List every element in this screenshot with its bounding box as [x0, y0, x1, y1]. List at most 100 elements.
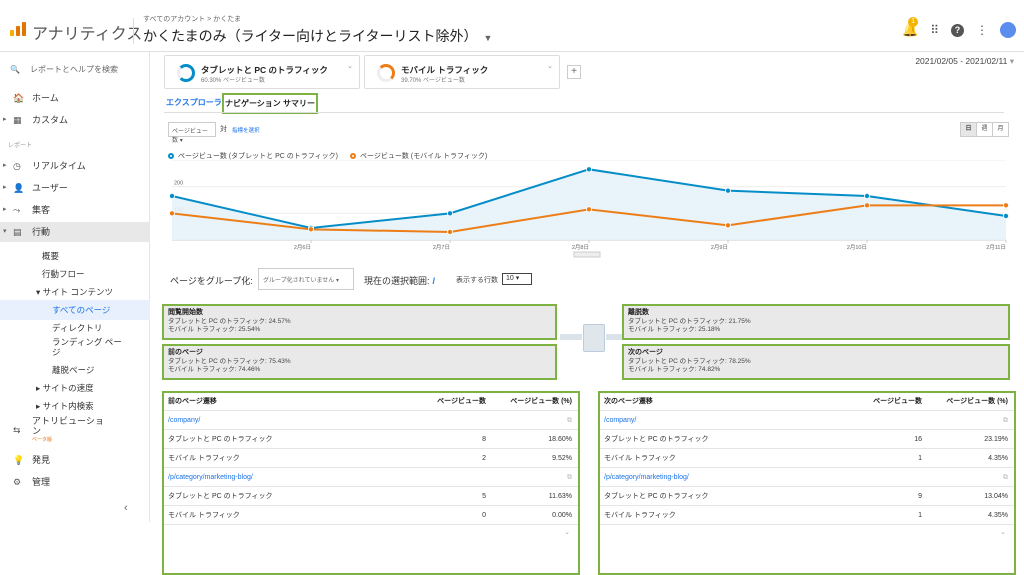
data-point: [864, 202, 871, 209]
sidebar-item-site-speed[interactable]: ▸ サイトの速度: [36, 382, 94, 394]
metric-line: モバイル トラフィック: 74.82%: [628, 366, 721, 373]
page-link[interactable]: /p/category/marketing-blog/: [168, 474, 253, 481]
page-link[interactable]: /company/: [604, 417, 637, 424]
active-section-highlight: [0, 222, 150, 242]
column-header[interactable]: ページビュー数 (%): [946, 398, 1008, 405]
page-link[interactable]: /p/category/marketing-blog/: [604, 474, 689, 481]
sidebar-item-behavior-flow[interactable]: 行動フロー: [42, 269, 85, 279]
analytics-logo-icon[interactable]: [10, 22, 26, 36]
property-selector[interactable]: かくたまのみ（ライター向けとライターリスト除外） ▼: [143, 26, 492, 46]
metric-title: 閲覧開始数: [168, 309, 203, 316]
chart-resize-handle[interactable]: [573, 251, 601, 258]
sidebar-item-users[interactable]: ▸ 👤 ユーザー: [0, 178, 150, 198]
legend-item[interactable]: ページビュー数 (モバイル トラフィック): [349, 151, 487, 161]
segment-name: タブレットと PC のトラフィック: [168, 493, 273, 500]
more-menu-icon[interactable]: ⋮: [976, 23, 988, 37]
table-url-row: /p/category/marketing-blog/ ⧉: [164, 469, 578, 487]
sidebar-item-site-search[interactable]: ▸ サイト内検索: [36, 400, 94, 412]
x-tick-label: 2月7日: [433, 244, 450, 251]
segment-card[interactable]: タブレットと PC のトラフィック 60.30% ページビュー数 ⌄: [164, 55, 360, 89]
sidebar-item-site-content[interactable]: ▾ サイト コンテンツ: [36, 286, 113, 298]
sidebar-item-discover[interactable]: 💡 発見: [0, 450, 150, 470]
data-point: [864, 193, 871, 200]
metric-box-exits: 離脱数 タブレットと PC のトラフィック: 21.75% モバイル トラフィッ…: [622, 304, 1010, 340]
sidebar-search[interactable]: 🔍 レポートとヘルプを検索: [10, 64, 118, 75]
behavior-icon: ▤: [13, 227, 22, 237]
sidebar-item-exit-pages[interactable]: 離脱ページ: [52, 365, 95, 375]
apps-grid-icon[interactable]: ⠿: [930, 23, 939, 37]
segment-title: モバイル トラフィック: [401, 65, 489, 75]
collapse-sidebar-icon[interactable]: ‹: [124, 502, 128, 514]
data-point: [725, 222, 732, 229]
external-link-icon[interactable]: ⧉: [1003, 474, 1008, 481]
metric-line: タブレットと PC のトラフィック: 78.25%: [628, 357, 751, 365]
metric-select[interactable]: ページビュー数 ▾: [168, 122, 216, 144]
column-header[interactable]: ページビュー数: [437, 398, 486, 405]
chevron-down-icon[interactable]: ⌄: [547, 63, 553, 70]
chevron-right-icon: ▸: [3, 206, 7, 213]
sidebar-item-all-pages[interactable]: すべてのページ: [52, 305, 111, 315]
tab-explorer[interactable]: エクスプローラ: [166, 98, 222, 107]
data-point: [585, 166, 592, 173]
date-range-picker[interactable]: 2021/02/05 - 2021/02/11 ▾: [915, 56, 1014, 67]
data-point: [307, 226, 314, 233]
external-link-icon[interactable]: ⧉: [567, 474, 572, 481]
page-link[interactable]: /company/: [168, 417, 201, 424]
legend-item[interactable]: ページビュー数 (タブレットと PC のトラフィック): [168, 151, 338, 161]
segment-card[interactable]: モバイル トラフィック 39.70% ページビュー数 ⌄: [364, 55, 560, 89]
more-rows-icon[interactable]: ⌄: [1000, 529, 1006, 536]
sidebar-item-admin[interactable]: ⚙ 管理: [0, 472, 150, 492]
help-icon[interactable]: ?: [951, 23, 964, 37]
column-header[interactable]: ページビュー数 (%): [510, 398, 572, 405]
metric-line: タブレットと PC のトラフィック: 75.43%: [168, 357, 291, 365]
data-point: [1003, 213, 1010, 220]
data-point: [446, 229, 453, 236]
metric-line: タブレットと PC のトラフィック: 24.57%: [168, 317, 291, 325]
sidebar-item-label: 発見: [32, 455, 51, 465]
current-selection-value[interactable]: /: [432, 276, 436, 286]
pageview-percent: 11.63%: [548, 493, 572, 500]
add-segment-button[interactable]: +: [567, 65, 581, 79]
granularity-week-button[interactable]: 週: [976, 122, 993, 137]
column-header[interactable]: 前のページ遷移: [168, 398, 217, 405]
notification-bell-icon[interactable]: 🔔 1: [902, 17, 919, 37]
table-url-row: /company/ ⧉: [600, 412, 1014, 430]
column-header[interactable]: ページビュー数: [873, 398, 922, 405]
data-point: [585, 206, 592, 213]
granularity-day-button[interactable]: 日: [960, 122, 977, 137]
sidebar-item-overview[interactable]: 概要: [42, 251, 60, 261]
chevron-down-icon[interactable]: ⌄: [347, 63, 353, 70]
segment-sub: 60.30% ページビュー数: [201, 78, 265, 84]
sidebar-item-behavior[interactable]: ▾ ▤ 行動: [0, 222, 150, 242]
sidebar-item-home[interactable]: 🏠 ホーム: [0, 88, 150, 108]
segment-name: タブレットと PC のトラフィック: [604, 493, 709, 500]
table-header-row: 前のページ遷移 ページビュー数 ページビュー数 (%): [164, 393, 578, 411]
pageview-percent: 23.19%: [984, 436, 1008, 443]
sidebar-item-directory[interactable]: ディレクトリ: [52, 323, 103, 333]
external-link-icon[interactable]: ⧉: [567, 417, 572, 424]
breadcrumb[interactable]: すべてのアカウント > かくたま: [143, 16, 241, 23]
pageview-percent: 9.52%: [552, 455, 572, 462]
more-rows-icon[interactable]: ⌄: [564, 529, 570, 536]
rows-select[interactable]: 10 ▾: [502, 273, 532, 285]
sidebar-item-attribution[interactable]: ⇆ アトリビューショ ンベータ版: [0, 416, 150, 450]
column-header[interactable]: 次のページ遷移: [604, 398, 653, 405]
attribution-icon: ⇆: [13, 425, 21, 435]
sidebar-item-custom[interactable]: ▸ ▦ カスタム: [0, 110, 150, 130]
external-link-icon[interactable]: ⧉: [1003, 417, 1008, 424]
granularity-month-button[interactable]: 月: [992, 122, 1009, 137]
flow-arrow-out: [606, 334, 622, 340]
metric-title: 次のページ: [628, 349, 663, 356]
beta-badge: ベータ版: [32, 437, 53, 443]
sidebar-item-acquisition[interactable]: ▸ ⤳ 集客: [0, 200, 150, 220]
sidebar-item-label: サイト コンテンツ: [42, 287, 114, 297]
tab-navigation-summary[interactable]: ナビゲーション サマリー: [222, 93, 318, 114]
table-row: タブレットと PC のトラフィック 8 18.60%: [164, 431, 578, 449]
sidebar-item-realtime[interactable]: ▸ ◷ リアルタイム: [0, 156, 150, 176]
sidebar: 🔍 レポートとヘルプを検索 🏠 ホーム ▸ ▦ カスタム レポート ▸ ◷ リアルタイム ▸…: [0, 52, 150, 522]
pick-metric-link[interactable]: 指標を選択: [232, 128, 260, 134]
table-row: モバイル トラフィック 0 0.00%: [164, 507, 578, 525]
sidebar-item-landing-pages[interactable]: ランディング ペー ジ: [52, 337, 122, 357]
avatar[interactable]: [1000, 22, 1016, 38]
group-select[interactable]: グループ化されていません ▾: [258, 268, 354, 290]
